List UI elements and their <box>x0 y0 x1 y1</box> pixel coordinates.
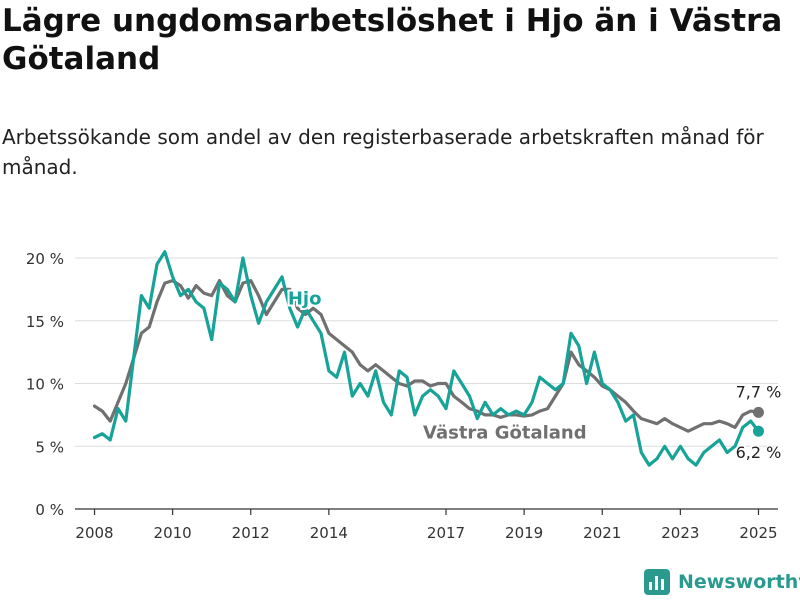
brand-name: Newsworthy <box>678 571 800 593</box>
bar-chart-logo-icon <box>644 569 670 595</box>
vastra-gotaland-line <box>92 279 761 433</box>
x-tick-label: 2008 <box>75 524 113 542</box>
y-tick-label: 0 % <box>35 501 64 519</box>
series-labels: Hjo Västra Götaland 7,7 % 6,2 % <box>286 286 783 463</box>
x-tick-label: 2010 <box>154 524 192 542</box>
x-tick-label: 2025 <box>739 524 777 542</box>
vastra-gotaland-end-marker <box>752 406 764 418</box>
x-tick-label: 2021 <box>583 524 621 542</box>
x-tick-label: 2017 <box>427 524 465 542</box>
series-lines <box>92 250 764 467</box>
x-tick-label: 2019 <box>505 524 543 542</box>
chart-subtitle: Arbetssökande som andel av den registerb… <box>2 125 764 179</box>
hjo-line <box>92 250 761 467</box>
y-tick-label: 15 % <box>26 313 64 331</box>
hjo-end-value-label: 6,2 % <box>736 443 782 462</box>
x-tick-label: 2014 <box>310 524 348 542</box>
y-tick-label: 20 % <box>26 250 64 268</box>
x-tick-label: 2012 <box>232 524 270 542</box>
vastra-gotaland-series-label: Västra Götaland <box>423 423 587 444</box>
y-tick-label: 5 % <box>35 438 64 456</box>
axes: 0 % 5 % 10 % 15 % 20 % 2008 2010 2012 2014 2017 20… <box>26 250 778 542</box>
hjo-end-marker <box>752 425 764 437</box>
newsworthy-brand[interactable]: Newsworthy <box>644 569 800 595</box>
y-tick-label: 10 % <box>26 376 64 394</box>
chart-title: Lägre ungdomsarbetslöshet i Hjo än i Väs… <box>2 3 783 77</box>
hjo-series-label: Hjo <box>288 288 322 309</box>
vastra-gotaland-end-value-label: 7,7 % <box>736 382 782 401</box>
x-tick-label: 2023 <box>661 524 699 542</box>
